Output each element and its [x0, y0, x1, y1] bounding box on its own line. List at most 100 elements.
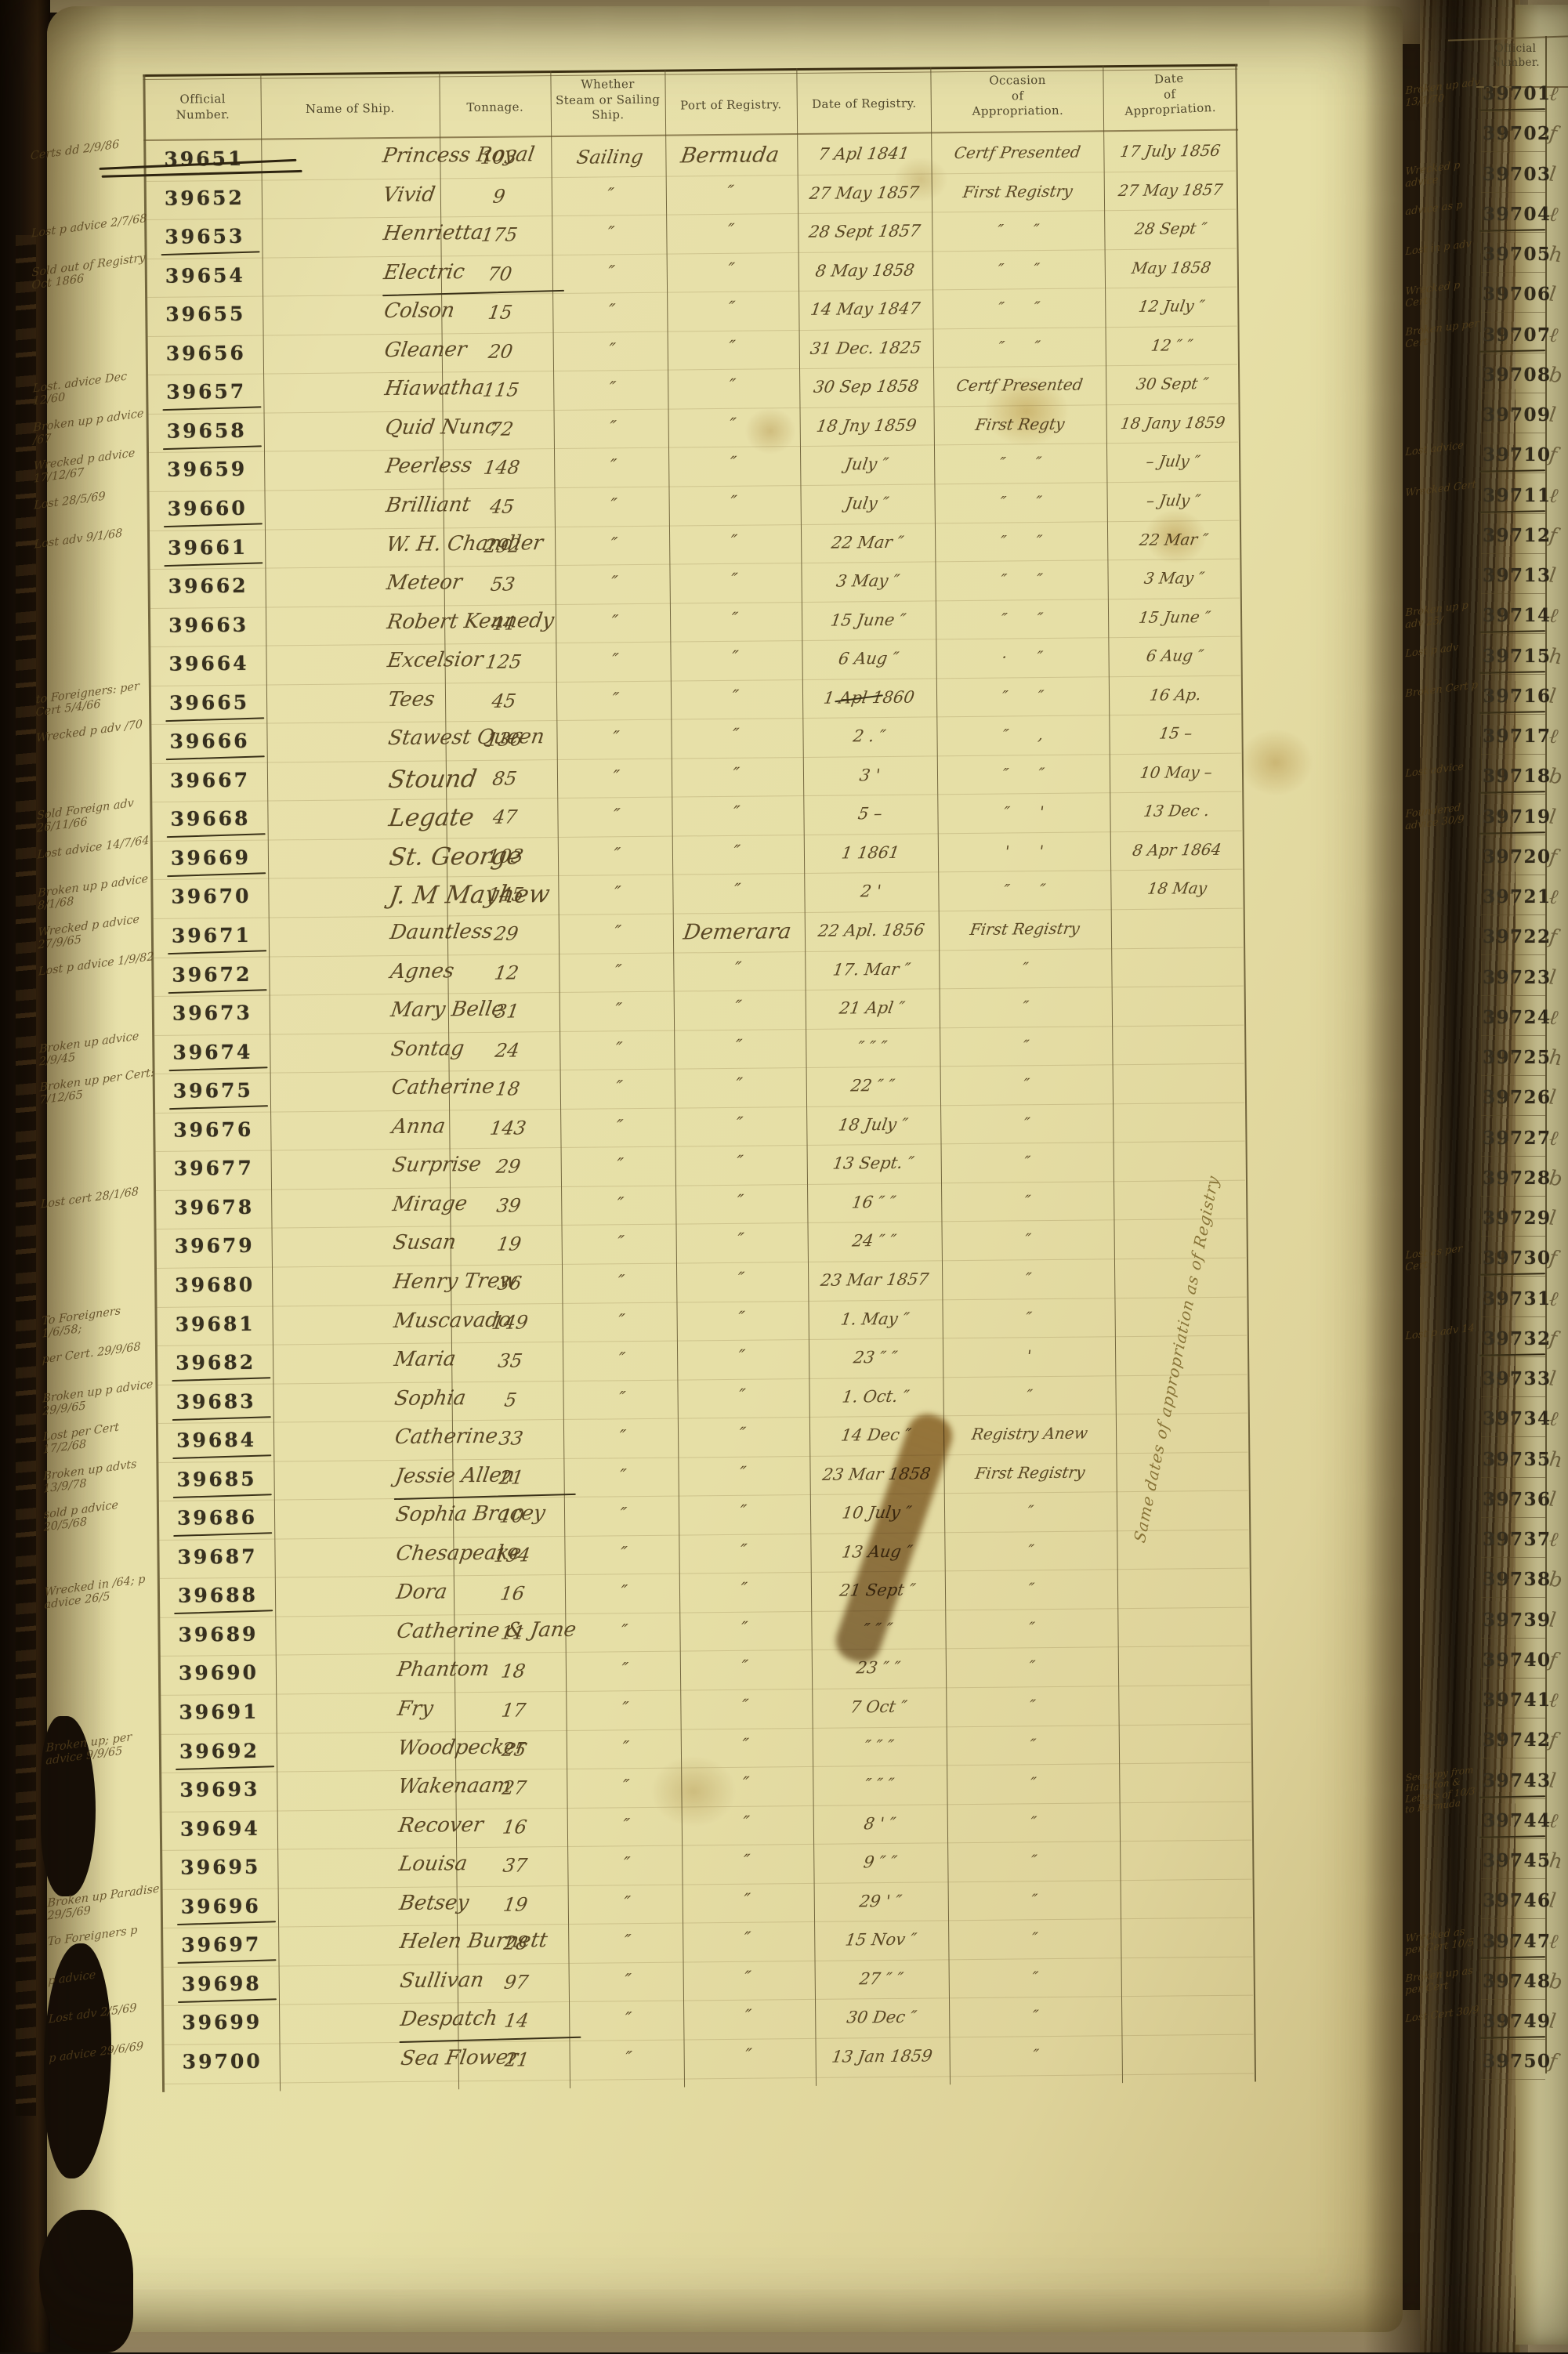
- handwriting-fragment: f: [1548, 1648, 1559, 1673]
- official-number: 39740: [1483, 1649, 1552, 1671]
- official-number: 39742: [1483, 1729, 1552, 1751]
- row-rule: [1481, 1958, 1545, 1960]
- official-number: 39714: [1483, 605, 1552, 627]
- handwriting-fragment: f: [1548, 523, 1559, 549]
- official-number: 39718: [1483, 766, 1552, 788]
- handwriting-fragment: ℓ: [1548, 1688, 1559, 1713]
- handwriting-fragment: f: [1548, 2049, 1559, 2074]
- row-rule: [1481, 1516, 1545, 1518]
- gutter-shadow: [1363, 0, 1528, 2352]
- official-number: 39748: [1483, 1970, 1552, 1992]
- right-page: [1515, 5, 1568, 2345]
- official-number: 39713: [1483, 565, 1552, 586]
- official-number: 39701: [1483, 83, 1552, 104]
- handwriting-fragment: ℓ: [1548, 1005, 1559, 1030]
- row-rule: [1481, 512, 1545, 514]
- row-rule: [1481, 1677, 1545, 1679]
- official-number: 39708: [1483, 364, 1552, 386]
- row-rule: [1481, 151, 1545, 153]
- official-number: 39741: [1483, 1689, 1552, 1711]
- margin-note: Broken up adv 13/1/70: [1405, 76, 1480, 109]
- official-number: 39731: [1483, 1287, 1552, 1309]
- handwriting-fragment: ℓ: [1548, 1809, 1559, 1834]
- book-board-texture: [16, 235, 36, 2116]
- row-rule: [1481, 1236, 1545, 1237]
- row-rule: [1481, 272, 1545, 273]
- handwriting-fragment: h: [1548, 242, 1564, 268]
- official-number: 39726: [1483, 1087, 1552, 1109]
- official-number: 39744: [1483, 1809, 1552, 1831]
- row-rule: [1481, 1075, 1545, 1076]
- official-number: 39736: [1483, 1488, 1552, 1510]
- margin-note: Broken Cert p: [1405, 679, 1479, 701]
- torn-page-edge: [41, 1716, 96, 1896]
- column-line-right-page-left: [1481, 88, 1482, 2070]
- official-number: 39724: [1483, 1006, 1552, 1028]
- handwriting-fragment: b: [1548, 1969, 1564, 1995]
- margin-note: Lost as per Cert: [1405, 1243, 1463, 1274]
- row-rule: [1481, 754, 1545, 755]
- official-number: 39711: [1483, 484, 1552, 506]
- row-rule: [1481, 1155, 1545, 1157]
- handwriting-fragment: ℓ: [1548, 81, 1559, 107]
- row-rule: [1481, 111, 1545, 112]
- official-number: 39715: [1483, 645, 1552, 667]
- handwriting-fragment: b: [1548, 363, 1564, 389]
- handwriting-fragment: ℓ: [1548, 322, 1559, 348]
- column-header-official-number-right: Official Number.: [1490, 42, 1540, 69]
- column-line-right-page: [1545, 36, 1547, 2073]
- handwriting-fragment: b: [1548, 1166, 1564, 1192]
- row-rule: [1481, 1436, 1545, 1438]
- official-number: 39705: [1483, 244, 1552, 265]
- handwriting-fragment: f: [1548, 1327, 1559, 1352]
- row-rule: [1481, 673, 1545, 675]
- row-rule: [1481, 1557, 1545, 1558]
- handwriting-fragment: ℓ: [1548, 603, 1559, 628]
- row-rule: [1481, 1316, 1545, 1317]
- handwriting-fragment: l: [1548, 563, 1558, 588]
- handwriting-fragment: f: [1548, 1728, 1559, 1753]
- official-number: 39704: [1483, 203, 1552, 225]
- row-rule: [1481, 1918, 1545, 1920]
- margin-note: Lost advice: [1405, 440, 1465, 459]
- handwriting-fragment: ℓ: [1548, 724, 1559, 749]
- handwriting-fragment: l: [1548, 1085, 1558, 1110]
- margin-note: Lost p adv: [1405, 641, 1459, 660]
- handwriting-fragment: f: [1548, 925, 1559, 950]
- row-rule: [1481, 552, 1545, 554]
- row-rule: [1481, 231, 1545, 233]
- official-number: 39746: [1483, 1890, 1552, 1912]
- row-rule: [1481, 794, 1545, 795]
- row-rule: [1481, 1838, 1545, 1839]
- header-rule-right-page: [1476, 86, 1568, 88]
- margin-note: Lost Cert 30/9: [1405, 2004, 1479, 2026]
- row-rule: [1481, 1034, 1545, 1036]
- official-number: 39719: [1483, 806, 1552, 828]
- handwriting-fragment: ℓ: [1548, 1527, 1559, 1552]
- row-rule: [1481, 1356, 1545, 1357]
- handwriting-fragment: h: [1548, 643, 1564, 670]
- official-number: 39709: [1483, 404, 1552, 426]
- handwriting-fragment: f: [1548, 845, 1559, 870]
- handwriting-fragment: l: [1548, 282, 1558, 307]
- official-number: 39712: [1483, 524, 1552, 546]
- row-rule: [1481, 1476, 1545, 1478]
- row-rule: [1481, 1998, 1545, 2000]
- official-number: 39720: [1483, 846, 1552, 867]
- official-number: 39727: [1483, 1127, 1552, 1149]
- margin-note: Wrecked Cert: [1405, 478, 1476, 499]
- handwriting-fragment: l: [1548, 965, 1558, 990]
- row-rule: [1481, 994, 1545, 996]
- official-number: 39710: [1483, 444, 1552, 466]
- margin-note: Broken up per Cert: [1405, 317, 1479, 350]
- handwriting-fragment: ℓ: [1548, 202, 1559, 227]
- margin-note: See copy from Hamilton & Letters of 10/3…: [1404, 1763, 1476, 1816]
- row-rule: [1481, 713, 1545, 715]
- left-page: [47, 6, 1403, 2332]
- row-rule: [1481, 1637, 1545, 1639]
- torn-page-edge: [39, 2210, 133, 2352]
- handwriting-fragment: h: [1548, 1849, 1564, 1874]
- official-number: 39729: [1483, 1208, 1552, 1229]
- official-number: 39735: [1483, 1448, 1552, 1470]
